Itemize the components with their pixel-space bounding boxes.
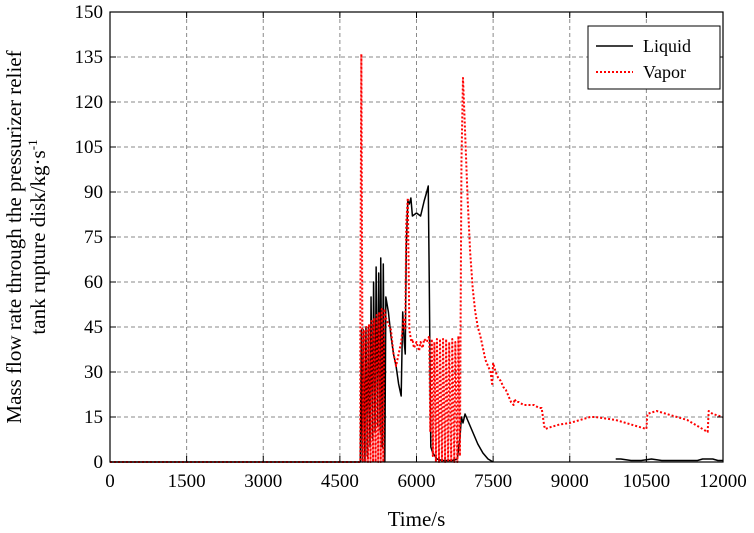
y-axis-title-line2: tank rupture disk/kg·s-1 <box>25 139 50 334</box>
y-axis-unit-main: tank rupture disk/kg·s <box>26 150 50 334</box>
x-tick-label: 6000 <box>398 471 436 492</box>
y-tick-label: 150 <box>75 2 104 23</box>
x-tick-label: 1500 <box>168 471 206 492</box>
grid-layer <box>110 12 723 462</box>
y-tick-label: 0 <box>94 452 104 473</box>
series-line-liquid <box>110 185 723 463</box>
series-line-vapor <box>110 53 724 463</box>
label-layer: 0 1500 3000 4500 6000 7500 9000 10500 12000 0 15 30… <box>75 2 747 492</box>
y-axis-title: Mass flow rate through the pressurizer r… <box>2 50 50 423</box>
y-tick-label: 75 <box>84 227 103 248</box>
x-tick-label: 12000 <box>699 471 747 492</box>
x-tick-label: 10500 <box>623 471 671 492</box>
legend-label-liquid: Liquid <box>643 36 691 56</box>
x-tick-label: 0 <box>105 471 115 492</box>
legend-box <box>587 25 721 90</box>
y-tick-label: 90 <box>84 182 103 203</box>
series-layer <box>110 53 724 463</box>
y-tick-label: 105 <box>75 137 104 158</box>
y-axis-title-line1: Mass flow rate through the pressurizer r… <box>2 50 26 423</box>
y-tick-label: 60 <box>84 272 103 293</box>
x-tick-label: 3000 <box>244 471 282 492</box>
y-tick-label: 30 <box>84 362 103 383</box>
x-tick-label: 9000 <box>551 471 589 492</box>
tick-layer <box>109 11 724 463</box>
x-axis-title: Time/s <box>388 507 446 531</box>
y-tick-label: 15 <box>84 407 103 428</box>
y-tick-label: 45 <box>84 317 103 338</box>
legend: Liquid Vapor <box>587 25 721 90</box>
x-tick-label: 4500 <box>321 471 359 492</box>
x-tick-label: 7500 <box>474 471 512 492</box>
y-tick-label: 120 <box>75 92 104 113</box>
legend-label-vapor: Vapor <box>643 62 686 82</box>
y-tick-label: 135 <box>75 47 104 68</box>
y-axis-unit-sup: -1 <box>25 139 40 150</box>
